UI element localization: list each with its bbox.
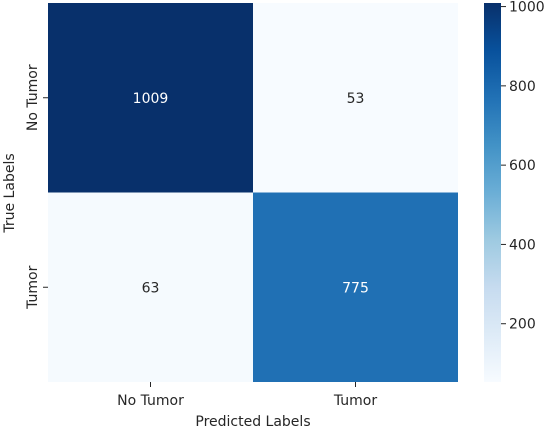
cell-value-label: 775 xyxy=(342,280,369,296)
heatmap-cell xyxy=(253,3,458,193)
colorbar xyxy=(484,3,501,382)
x-axis-ticks: No Tumor Tumor xyxy=(117,382,377,409)
y-axis-label: True Labels xyxy=(2,153,18,233)
colorbar-tick-label: 200 xyxy=(509,317,536,333)
x-tick-label: No Tumor xyxy=(117,393,184,409)
colorbar-tick-label: 800 xyxy=(509,79,536,95)
y-axis-ticks: No Tumor Tumor xyxy=(25,64,48,310)
colorbar-tick-label: 400 xyxy=(509,237,536,253)
x-tick-label: Tumor xyxy=(333,393,378,409)
heatmap-cell xyxy=(253,192,458,382)
colorbar-tick-label: 600 xyxy=(509,158,536,174)
heatmap-cells xyxy=(48,3,458,382)
y-tick-label: No Tumor xyxy=(25,64,41,131)
heatmap-cell-labels: 1009 53 63 775 xyxy=(133,91,369,297)
y-tick-label: Tumor xyxy=(25,265,41,310)
cell-value-label: 1009 xyxy=(133,91,169,107)
x-axis-label: Predicted Labels xyxy=(195,414,310,429)
heatmap-cell xyxy=(48,3,253,193)
colorbar-ticks: 200 400 600 800 1000 xyxy=(501,0,545,333)
heatmap-cell xyxy=(48,192,253,382)
colorbar-tick-label: 1000 xyxy=(509,0,545,16)
cell-value-label: 63 xyxy=(142,280,160,296)
cell-value-label: 53 xyxy=(347,91,365,107)
